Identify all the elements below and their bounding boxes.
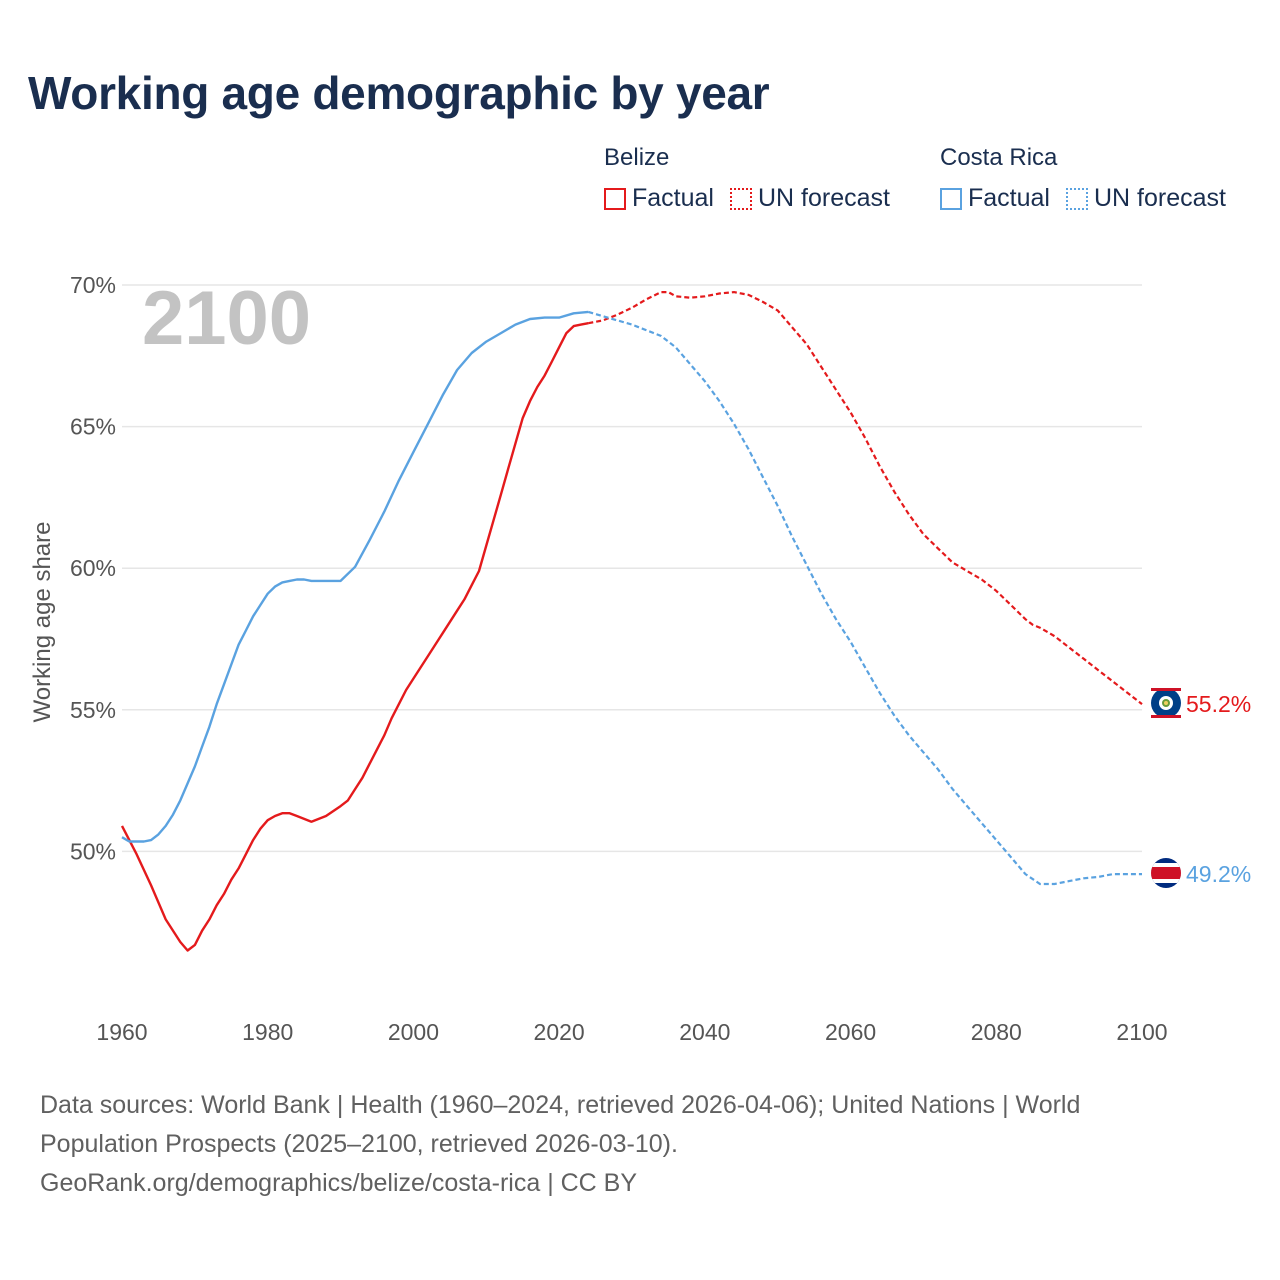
legend-country-belize: Belize [604, 144, 670, 171]
x-tick-label: 2100 [1116, 1019, 1167, 1045]
legend-label-costa-rica-factual: Factual [968, 184, 1050, 212]
x-tick-label: 2080 [971, 1019, 1022, 1045]
chart-title: Working age demographic by year [28, 67, 770, 119]
x-tick-label: 2000 [388, 1019, 439, 1045]
legend-label-belize-forecast: UN forecast [757, 184, 890, 212]
legend-group-costa-rica: Costa Rica Factual UN forecast [940, 142, 1242, 213]
legend-swatch-costa-rica-factual[interactable] [940, 187, 962, 210]
end-label-belize: 55.2% [1186, 691, 1251, 717]
footer-sources: Data sources: World Bank | Health (1960–… [40, 1086, 1240, 1203]
legend-group-belize: Belize Factual UN forecast [604, 142, 906, 213]
line-chart: 2100 50% 55% 60% 65% 70% 1960 1980 2000 2020 204… [29, 272, 1251, 1045]
y-axis: 50% 55% 60% 65% 70% [70, 272, 116, 864]
legend-label-costa-rica-forecast: UN forecast [1093, 184, 1226, 212]
series-costa-rica-factual [121, 310, 589, 843]
series-belize-factual [120, 322, 589, 952]
x-tick-label: 2060 [825, 1019, 876, 1045]
footer-line-2: Population Prospects (2025–2100, retriev… [40, 1130, 678, 1158]
x-axis: 1960 1980 2000 2020 2040 2060 2080 2100 [96, 1019, 1167, 1045]
belize-flag-emblem-center [1164, 701, 1168, 705]
series-belize-forecast [588, 290, 1143, 705]
x-tick-label: 2040 [679, 1019, 730, 1045]
legend-label-belize-factual: Factual [632, 184, 714, 212]
series-lines: 55.2% 49.2% [120, 290, 1251, 952]
x-tick-label: 2020 [534, 1019, 585, 1045]
y-tick-label: 60% [70, 555, 116, 581]
y-tick-label: 50% [70, 838, 116, 864]
belize-flag-marker [1151, 688, 1181, 718]
y-tick-label: 70% [70, 272, 116, 298]
series-costa-rica-forecast [587, 310, 1142, 886]
year-watermark: 2100 [142, 276, 311, 361]
x-tick-label: 1960 [96, 1019, 147, 1045]
legend-swatch-belize-factual[interactable] [604, 187, 626, 210]
footer-line-1: Data sources: World Bank | Health (1960–… [40, 1091, 1081, 1119]
x-tick-label: 1980 [242, 1019, 293, 1045]
y-tick-label: 55% [70, 697, 116, 723]
costa-rica-flag-marker [1151, 858, 1181, 888]
end-label-costa-rica: 49.2% [1186, 861, 1251, 887]
costa-rica-flag-red-band [1151, 867, 1181, 879]
belize-flag-bottom-stripe [1151, 715, 1181, 718]
y-axis-label: Working age share [29, 522, 56, 723]
legend-swatch-belize-forecast[interactable] [729, 187, 752, 210]
legend-swatch-costa-rica-forecast[interactable] [1065, 187, 1088, 210]
belize-flag-top-stripe [1151, 688, 1181, 691]
footer-line-3[interactable]: GeoRank.org/demographics/belize/costa-ri… [40, 1169, 638, 1197]
y-tick-label: 65% [70, 414, 116, 440]
legend-country-costa-rica: Costa Rica [940, 144, 1058, 171]
grid-lines [122, 284, 1142, 853]
